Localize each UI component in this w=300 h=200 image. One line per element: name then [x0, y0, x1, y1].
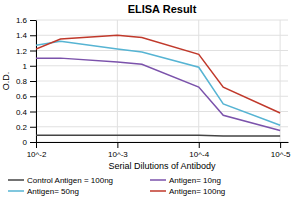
grid-line — [36, 81, 288, 82]
x-tick-label: 10^-2 — [27, 150, 47, 159]
y-tick: 0.8 — [16, 77, 36, 86]
y-tick: 1 — [23, 62, 36, 71]
y-tick-mark — [30, 66, 36, 67]
y-tick-mark — [30, 112, 36, 113]
x-tick-mark — [280, 142, 281, 148]
legend-label: Control Antigen = 100ng — [27, 176, 113, 185]
grid-line — [36, 65, 288, 66]
grid-line — [36, 35, 288, 36]
x-axis: 10^-2 10^-3 10^-4 10^-5 — [27, 142, 291, 159]
y-axis: 0 0.2 0.4 0.6 0.8 1 1.2 1.4 1.6 — [16, 16, 37, 147]
x-tick: 10^-4 — [189, 142, 209, 159]
x-tick: 10^-5 — [271, 142, 291, 159]
y-tick-mark — [30, 51, 36, 52]
x-tick-label: 10^-3 — [108, 150, 128, 159]
legend-item: Antigen= 100ng — [150, 187, 225, 196]
y-tick-mark — [30, 127, 36, 128]
y-tick: 0.6 — [16, 92, 36, 101]
series-line — [36, 35, 280, 113]
legend-label: Antigen= 50ng — [27, 187, 79, 196]
y-tick-label: 0.8 — [16, 77, 28, 86]
grid-line — [36, 50, 288, 51]
x-axis-title: Serial Dilutions of Antibody — [108, 161, 216, 171]
y-tick: 0.2 — [16, 123, 36, 132]
legend: Control Antigen = 100ng Antigen= 10ng Anti… — [8, 176, 225, 196]
grid-line — [36, 96, 288, 97]
x-tick-mark — [117, 142, 118, 148]
plot-area — [36, 35, 280, 136]
legend-swatch — [150, 190, 166, 192]
title: ELISA Result — [128, 3, 197, 15]
grid-line — [36, 20, 288, 21]
x-tick: 10^-3 — [108, 142, 128, 159]
y-tick-label: 1 — [23, 62, 28, 71]
legend-swatch — [8, 190, 24, 192]
y-tick-label: 0.2 — [16, 123, 28, 132]
legend-item: Antigen= 10ng — [150, 176, 221, 185]
x-tick-label: 10^-4 — [189, 150, 209, 159]
legend-label: Antigen= 100ng — [169, 187, 225, 196]
y-tick: 0.4 — [16, 108, 36, 117]
legend-swatch — [8, 179, 24, 181]
series-line — [36, 41, 280, 125]
grid-line — [36, 142, 288, 143]
y-tick-label: 1.6 — [16, 16, 28, 25]
y-tick: 1.6 — [16, 16, 36, 25]
y-tick: 1.4 — [16, 31, 36, 40]
y-tick: 0 — [23, 138, 36, 147]
x-tick-mark — [199, 142, 200, 148]
x-tick-label: 10^-5 — [271, 150, 291, 159]
y-tick-mark — [30, 96, 36, 97]
x-tick-mark — [36, 142, 37, 148]
y-axis-title: O.D. — [1, 72, 11, 91]
y-tick-mark — [30, 81, 36, 82]
legend-item: Control Antigen = 100ng — [8, 176, 113, 185]
grid-line — [36, 126, 288, 127]
x-tick: 10^-2 — [27, 142, 47, 159]
x-axis-line — [37, 142, 289, 143]
y-tick-mark — [30, 20, 36, 21]
y-tick-label: 0 — [23, 138, 28, 147]
grid — [36, 20, 288, 142]
y-tick-mark — [30, 35, 36, 36]
y-tick-label: 1.4 — [16, 31, 28, 40]
legend-label: Antigen= 10ng — [169, 176, 221, 185]
y-tick: 1.2 — [16, 47, 36, 56]
series-line — [36, 134, 280, 136]
y-axis-line — [36, 21, 37, 143]
grid-line — [36, 111, 288, 112]
y-tick-label: 0.6 — [16, 92, 28, 101]
y-tick-label: 1.2 — [16, 47, 28, 56]
legend-swatch — [150, 179, 166, 181]
y-tick-label: 0.4 — [16, 108, 28, 117]
y-tick-mark — [30, 142, 36, 143]
chart: 10^-2 10^-3 10^-4 10^-5 0 0.2 0.4 0.6 0.8 1 1.2 1.4… — [0, 0, 300, 200]
series-line — [36, 58, 280, 130]
legend-item: Antigen= 50ng — [8, 187, 79, 196]
